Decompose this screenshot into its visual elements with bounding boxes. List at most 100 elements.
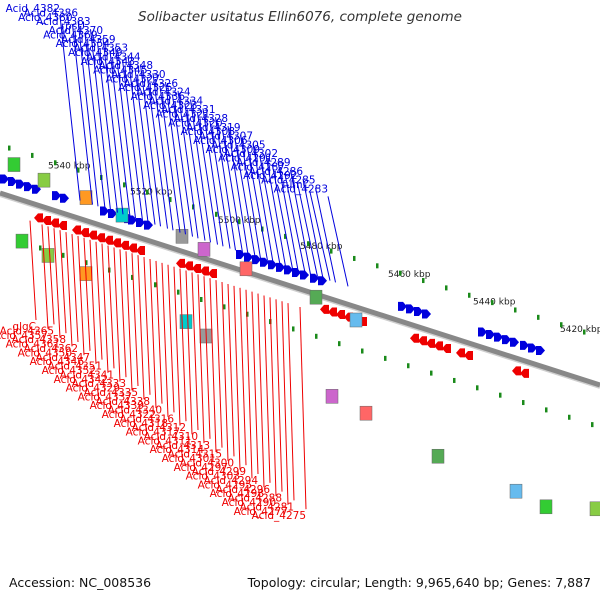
reverse-gene-arrow: [104, 235, 113, 245]
gene-label: Acid_4345: [93, 65, 147, 77]
label-leader-line: [107, 245, 115, 369]
reverse-gene-arrow: [410, 333, 419, 343]
gene-label: Acid_4341: [60, 369, 114, 381]
forward-gene-arrow: [236, 250, 245, 260]
forward-gene-arrow: [510, 337, 519, 347]
gene-label: Acid_4315: [168, 449, 222, 461]
gene-label: Acid_4352: [42, 365, 96, 377]
forward-gene-arrow: [260, 257, 269, 267]
scale-tick: [169, 197, 172, 203]
label-leader-line: [327, 196, 349, 287]
reverse-gene-arrow: [128, 243, 137, 253]
label-leader-line: [155, 260, 163, 404]
scale-tick: [330, 248, 333, 254]
label-leader-line: [302, 178, 324, 279]
reverse-gene-arrow: [136, 246, 145, 256]
label-leader-line: [221, 282, 229, 461]
label-leader-line: [149, 258, 157, 409]
scale-tick: [146, 189, 149, 195]
gene-label: Acid_4325: [118, 82, 172, 94]
forward-gene-arrow: [422, 309, 431, 319]
forward-gene-arrow: [284, 265, 293, 275]
gene-label: Acid_4281: [240, 501, 294, 513]
gene-label: Acid_4337: [78, 391, 132, 403]
reverse-gene-arrow: [96, 233, 105, 243]
forward-gene-arrow: [100, 206, 109, 216]
label-leader-line: [172, 95, 193, 237]
reverse-gene-arrow: [336, 310, 345, 320]
gene-label: Acid_4346: [30, 356, 85, 368]
label-leader-line: [277, 161, 299, 271]
gene-label: Acid_4312: [132, 422, 186, 434]
label-leader-line: [290, 169, 311, 275]
gene-label: Acid_4295: [198, 479, 252, 491]
reverse-gene-arrow: [58, 221, 67, 231]
gene-label: Acid_4294: [204, 475, 259, 487]
label-leader-line: [239, 287, 247, 466]
forward-gene-arrow: [310, 273, 319, 283]
gene-label: Acid_4335: [84, 387, 138, 399]
feature-block: [589, 501, 600, 517]
gene-label: Acid_4317: [126, 427, 180, 439]
gene-label: Acid_4339: [90, 400, 144, 412]
scale-tick: [522, 400, 525, 406]
reverse-gene-arrow: [120, 240, 129, 250]
label-leader-line: [29, 220, 37, 321]
reverse-gene-arrow: [418, 336, 427, 346]
gene-label: Acid_4327: [106, 73, 160, 85]
gene-label: Acid_4365: [0, 325, 54, 337]
feature-block: [539, 499, 553, 515]
gene-label: Acid_4302: [224, 148, 278, 160]
gene-label: Acid_4351: [48, 361, 102, 373]
forward-gene-arrow: [478, 327, 487, 337]
gene-label: Acid_4362: [24, 343, 78, 355]
reverse-gene-arrow: [50, 218, 59, 228]
forward-gene-arrow: [318, 276, 327, 286]
gene-label: Acid_4336: [131, 91, 186, 103]
gene-label: Acid_4308: [181, 126, 235, 138]
label-leader-line: [275, 299, 283, 492]
scale-tick: [292, 326, 295, 332]
reverse-gene-arrow: [512, 366, 521, 376]
label-leader-line: [245, 289, 253, 479]
scale-tick: [468, 292, 471, 298]
scale-tick: [315, 333, 318, 339]
feature-block: [509, 483, 523, 499]
forward-gene-arrow: [144, 220, 153, 230]
reverse-gene-arrow: [112, 238, 121, 248]
gene-label: Acid_4290: [222, 497, 276, 509]
reverse-gene-arrow: [80, 228, 89, 238]
label-leader-line: [287, 303, 295, 501]
label-leader-line: [119, 249, 127, 378]
scale-label: 5440 kbp: [473, 297, 516, 307]
scale-tick: [537, 314, 540, 320]
gene-label: Acid_4314: [150, 444, 205, 456]
label-leader-line: [53, 228, 61, 338]
scale-tick: [453, 377, 456, 383]
scale-tick: [545, 407, 548, 413]
label-leader-line: [252, 143, 274, 263]
feature-block: [431, 448, 445, 464]
scale-tick: [361, 348, 364, 354]
label-leader-line: [185, 270, 193, 435]
label-leader-line: [215, 280, 223, 448]
forward-gene-arrow: [60, 193, 69, 203]
label-leader-line: [161, 262, 169, 417]
scale-label: 5460 kbp: [388, 270, 431, 280]
reverse-gene-arrow: [456, 348, 465, 358]
label-leader-line: [102, 37, 124, 215]
scale-tick: [39, 245, 42, 251]
gene-label: Acid_4286: [249, 166, 304, 178]
forward-gene-arrow: [0, 174, 9, 184]
label-leader-line: [197, 112, 218, 245]
gene-label: Acid_4357: [0, 330, 48, 342]
label-leader-line: [263, 295, 271, 483]
gene-label: Acid_4324: [136, 87, 191, 99]
label-leader-line: [89, 239, 97, 365]
feature-block: [7, 157, 21, 172]
gene-label: Acid_4383: [36, 16, 90, 28]
scale-tick: [238, 219, 241, 225]
label-leader-line: [281, 301, 289, 505]
forward-gene-arrow: [502, 335, 511, 345]
